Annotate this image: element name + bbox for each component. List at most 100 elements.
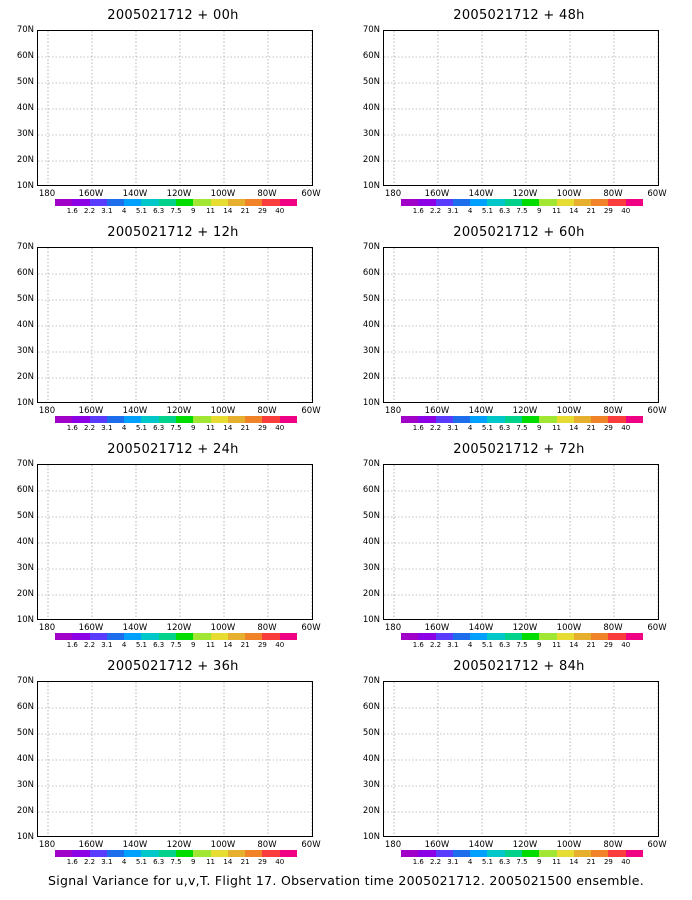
longitude-label: 160W [78, 406, 104, 416]
latitude-label: 60N [362, 268, 380, 278]
colorbar-swatch [158, 416, 176, 423]
colorbar-label: 40 [621, 424, 631, 432]
colorbar-swatch [210, 199, 228, 206]
colorbar-swatch [245, 416, 263, 423]
latitude-label: 30N [362, 129, 380, 139]
colorbar-label: 11 [206, 858, 216, 866]
latitude-label: 60N [16, 268, 34, 278]
latitude-label: 30N [362, 780, 380, 790]
longitude-label: 180 [38, 189, 56, 199]
colorbar-swatch [106, 199, 125, 206]
colorbar-swatch [452, 633, 471, 640]
panel-title: 2005021712 + 84h [453, 659, 585, 674]
colorbar-label: 11 [552, 207, 562, 215]
colorbar-label: 1.6 [412, 207, 424, 215]
colorbar-label: 7.5 [516, 424, 528, 432]
colorbar-swatch [418, 633, 436, 640]
colorbar-label: 1.6 [412, 858, 424, 866]
colorbar-label: 29 [603, 424, 613, 432]
colorbar-label: 2.2 [83, 207, 96, 215]
colorbar-swatch [279, 850, 297, 857]
panel-title: 2005021712 + 00h [107, 8, 239, 23]
latitude-label: 70N [362, 25, 380, 35]
colorbar-label: 5.1 [481, 424, 493, 432]
longitude-label: 100W [556, 840, 582, 850]
longitude-label: 100W [210, 406, 236, 416]
panel-title: 2005021712 + 48h [453, 8, 585, 23]
latitude-label: 20N [16, 589, 34, 599]
colorbar-swatch [262, 633, 280, 640]
colorbar-swatch [262, 416, 280, 423]
latitude-label: 30N [16, 563, 34, 573]
longitude-label: 80W [603, 189, 623, 199]
forecast-panel: 2005021712 + 24h 70N 60N 50N 40N 30N 20N 10N 180… [0, 434, 346, 651]
colorbar-swatch [193, 633, 211, 640]
forecast-panel: 2005021712 + 84h 70N 60N 50N 40N 30N 20N 10N 180… [346, 651, 692, 868]
colorbar-label: 9 [537, 858, 542, 866]
colorbar-label: 4 [121, 424, 127, 432]
colorbar-swatch [245, 199, 263, 206]
latitude-label: 50N [362, 77, 380, 87]
colorbar-label: 11 [206, 641, 216, 649]
colorbar-swatch [106, 633, 125, 640]
colorbar-swatch [591, 199, 609, 206]
colorbar-swatch [279, 199, 297, 206]
colorbar-swatch [72, 416, 90, 423]
longitude-label: 180 [38, 406, 56, 416]
colorbar-swatch [175, 850, 194, 857]
colorbar-label: 6.3 [499, 858, 511, 866]
colorbar-label: 7.5 [170, 207, 182, 215]
colorbar-label: 21 [240, 641, 250, 649]
colorbar-swatch [452, 850, 471, 857]
longitude-label: 100W [556, 406, 582, 416]
colorbar-label: 4 [467, 424, 473, 432]
latitude-label: 60N [16, 485, 34, 495]
colorbar-swatch [245, 850, 263, 857]
latitude-label: 30N [16, 780, 34, 790]
latitude-label: 70N [362, 676, 380, 686]
colorbar-label: 5.1 [135, 641, 147, 649]
colorbar-swatch [227, 416, 246, 423]
colorbar-label: 6.3 [499, 207, 511, 215]
colorbar-swatch [124, 416, 142, 423]
colorbar-swatch [106, 416, 125, 423]
colorbar-swatch [487, 633, 505, 640]
longitude-label: 180 [384, 840, 402, 850]
longitude-label: 140W [468, 623, 494, 633]
latitude-label: 50N [16, 77, 34, 87]
colorbar-label: 6.3 [499, 424, 511, 432]
colorbar-swatch [504, 199, 522, 206]
colorbar-swatch [72, 850, 90, 857]
colorbar-label: 6.3 [153, 641, 165, 649]
latitude-label: 10N [16, 398, 34, 408]
colorbar [401, 850, 643, 857]
colorbar-swatch [245, 633, 263, 640]
longitude-label: 80W [257, 189, 277, 199]
colorbar-swatch [158, 199, 176, 206]
colorbar-label: 40 [275, 207, 285, 215]
colorbar-label: 2.2 [83, 424, 96, 432]
colorbar-swatch [210, 633, 228, 640]
colorbar-swatch [55, 633, 73, 640]
colorbar-label: 3.1 [101, 207, 113, 215]
latitude-label: 30N [362, 346, 380, 356]
panel-title: 2005021712 + 72h [453, 442, 585, 457]
longitude-label: 120W [166, 840, 192, 850]
forecast-panel: 2005021712 + 12h 70N 60N 50N 40N 30N 20N 10N 180… [0, 217, 346, 434]
colorbar-swatch [279, 416, 297, 423]
latitude-label: 20N [362, 589, 380, 599]
colorbar-label: 5.1 [135, 207, 147, 215]
colorbar-swatch [158, 850, 176, 857]
latitude-label: 50N [362, 511, 380, 521]
colorbar-swatch [262, 850, 280, 857]
colorbar-swatch [418, 850, 436, 857]
colorbar-swatch [539, 633, 557, 640]
colorbar [55, 199, 297, 206]
latitude-label: 20N [362, 155, 380, 165]
colorbar-swatch [89, 199, 107, 206]
colorbar-swatch [573, 850, 592, 857]
longitude-label: 180 [38, 840, 56, 850]
colorbar-label: 4 [121, 207, 127, 215]
colorbar-label: 1.6 [66, 858, 78, 866]
longitude-label: 160W [78, 623, 104, 633]
